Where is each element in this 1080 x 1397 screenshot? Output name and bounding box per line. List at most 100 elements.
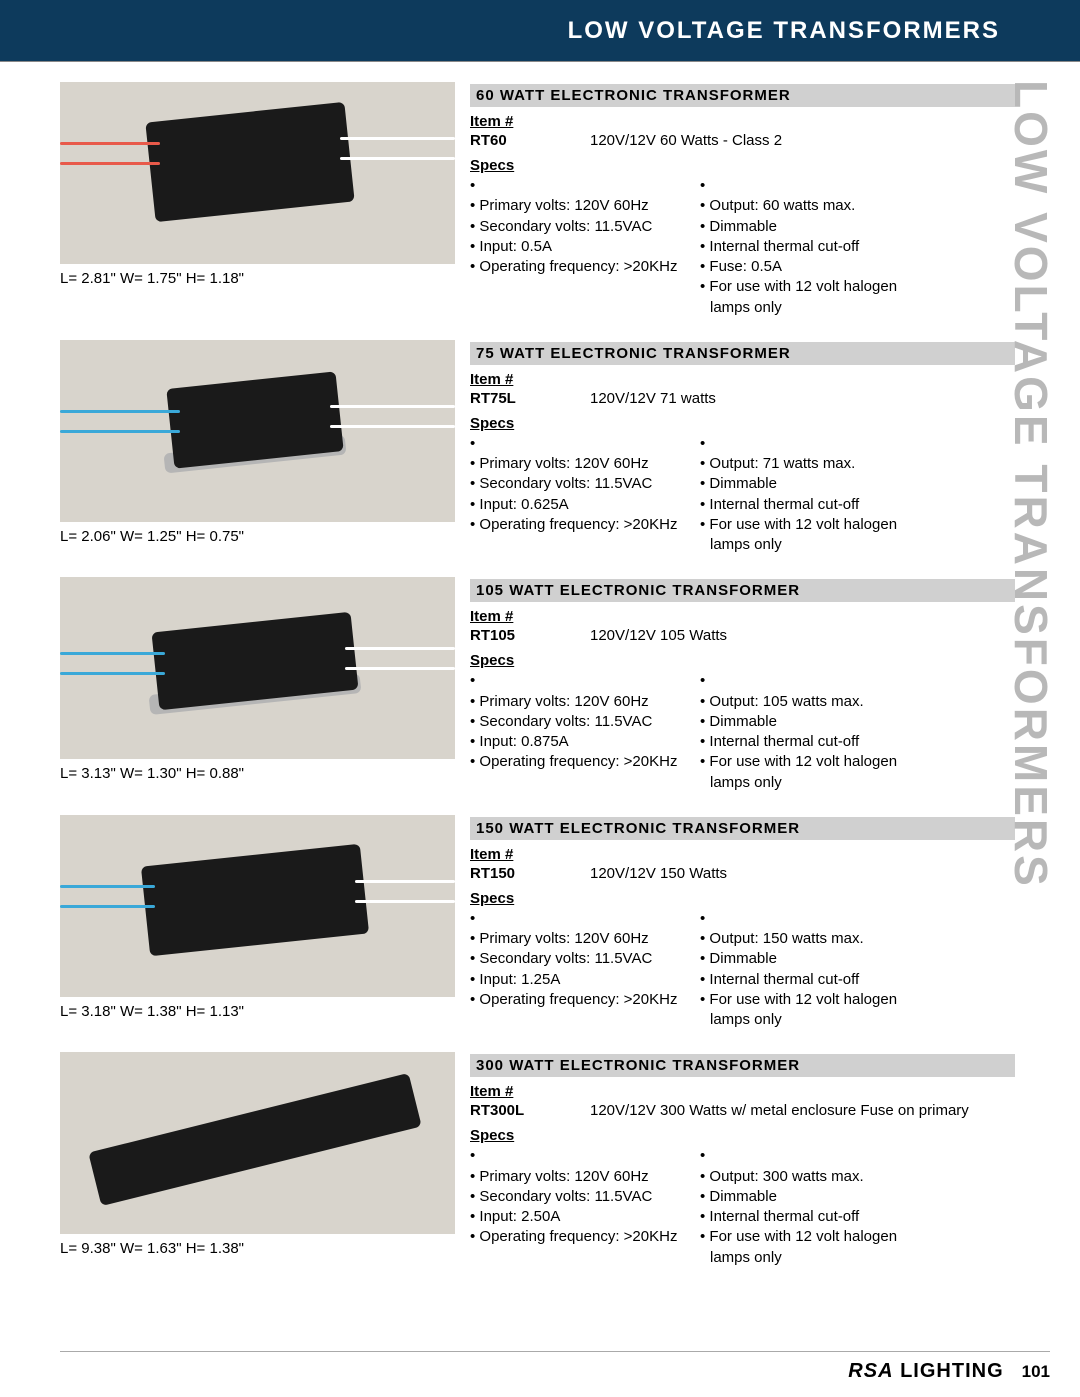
spec-item: Output: 300 watts max. [700,1167,1015,1187]
footer-brand-italic: RSA [848,1360,893,1382]
specs-label: Specs [470,415,1015,432]
product-dimensions: L= 3.18" W= 1.38" H= 1.13" [60,1003,440,1020]
product-dimensions: L= 2.06" W= 1.25" H= 0.75" [60,528,440,545]
item-description: 120V/12V 60 Watts - Class 2 [590,132,1015,149]
item-line: RT60120V/12V 60 Watts - Class 2 [470,132,1015,149]
item-code: RT300L [470,1102,590,1119]
spec-item: Primary volts: 120V 60Hz [470,1167,700,1187]
image-column: L= 2.81" W= 1.75" H= 1.18" [60,82,470,318]
spec-item: Operating frequency: >20KHz [470,1227,700,1247]
item-code: RT75L [470,390,590,407]
specs-column: 75 WATT ELECTRONIC TRANSFORMER Item # RT75… [470,340,1015,556]
item-description: 120V/12V 150 Watts [590,865,1015,882]
spec-item: Dimmable [700,712,1015,732]
product-dimensions: L= 3.13" W= 1.30" H= 0.88" [60,765,440,782]
product-row: L= 2.81" W= 1.75" H= 1.18"60 WATT ELECTR… [60,82,1015,318]
product-row: L= 9.38" W= 1.63" H= 1.38"300 WATT ELECT… [60,1052,1015,1268]
item-code: RT60 [470,132,590,149]
spec-item: Dimmable [700,1187,1015,1207]
product-title: 75 WATT ELECTRONIC TRANSFORMER [470,342,1015,365]
spec-item: Output: 71 watts max. [700,454,1015,474]
spec-item: Dimmable [700,949,1015,969]
spec-item: Internal thermal cut-off [700,732,1015,752]
spec-item: For use with 12 volt halogen [700,990,1015,1010]
spec-item: Secondary volts: 11.5VAC [470,949,700,969]
item-code: RT150 [470,865,590,882]
specs-right: Output: 71 watts max.DimmableInternal th… [700,434,1015,556]
spec-item: Operating frequency: >20KHz [470,752,700,772]
spec-item-continuation: lamps only [700,1248,1015,1268]
spec-item-continuation: lamps only [700,773,1015,793]
item-label: Item # [470,608,1015,625]
specs-right: Output: 150 watts max.DimmableInternal t… [700,909,1015,1031]
spec-item: Primary volts: 120V 60Hz [470,454,700,474]
item-line: RT75L120V/12V 71 watts [470,390,1015,407]
specs-left: Primary volts: 120V 60HzSecondary volts:… [470,671,700,793]
item-description: 120V/12V 105 Watts [590,627,1015,644]
spec-item: Secondary volts: 11.5VAC [470,712,700,732]
spec-item: For use with 12 volt halogen [700,277,1015,297]
spec-item: Operating frequency: >20KHz [470,515,700,535]
footer-brand-rest: LIGHTING [894,1360,1004,1382]
footer: RSA LIGHTING 101 [60,1351,1050,1383]
spec-item: Secondary volts: 11.5VAC [470,217,700,237]
spec-item: Internal thermal cut-off [700,970,1015,990]
image-column: L= 3.18" W= 1.38" H= 1.13" [60,815,470,1031]
item-label: Item # [470,371,1015,388]
spec-item: Secondary volts: 11.5VAC [470,1187,700,1207]
specs-column: 60 WATT ELECTRONIC TRANSFORMERItem #RT60… [470,82,1015,318]
item-label: Item # [470,1083,1015,1100]
specs-left: Primary volts: 120V 60HzSecondary volts:… [470,909,700,1031]
specs-label: Specs [470,157,1015,174]
spec-item: Output: 105 watts max. [700,692,1015,712]
spec-item: Input: 2.50A [470,1207,700,1227]
specs-grid: Primary volts: 120V 60HzSecondary volts:… [470,434,1015,556]
spec-item: Operating frequency: >20KHz [470,257,700,277]
product-image [60,815,455,997]
spec-item: Internal thermal cut-off [700,1207,1015,1227]
product-row: L= 3.13" W= 1.30" H= 0.88"105 WATT ELECT… [60,577,1015,793]
item-label: Item # [470,113,1015,130]
product-title: 300 WATT ELECTRONIC TRANSFORMER [470,1054,1015,1077]
product-image [60,577,455,759]
image-column: L= 2.06" W= 1.25" H= 0.75" [60,340,470,556]
product-image [60,82,455,264]
spec-item: Input: 0.625A [470,495,700,515]
spec-item: For use with 12 volt halogen [700,752,1015,772]
spec-item-continuation: lamps only [700,298,1015,318]
specs-label: Specs [470,890,1015,907]
spec-item: Output: 60 watts max. [700,196,1015,216]
item-line: RT150120V/12V 150 Watts [470,865,1015,882]
spec-item-continuation: lamps only [700,535,1015,555]
specs-right: Output: 300 watts max.DimmableInternal t… [700,1146,1015,1268]
product-row: L= 3.18" W= 1.38" H= 1.13"150 WATT ELECT… [60,815,1015,1031]
item-line: RT300L120V/12V 300 Watts w/ metal enclos… [470,1102,1015,1119]
specs-grid: Primary volts: 120V 60HzSecondary volts:… [470,671,1015,793]
item-code: RT105 [470,627,590,644]
footer-brand: RSA LIGHTING [848,1360,1003,1383]
item-description: 120V/12V 71 watts [590,390,1015,407]
spec-item: Input: 0.5A [470,237,700,257]
product-image [60,340,455,522]
specs-grid: Primary volts: 120V 60HzSecondary volts:… [470,909,1015,1031]
item-description: 120V/12V 300 Watts w/ metal enclosure Fu… [590,1102,1015,1119]
image-column: L= 3.13" W= 1.30" H= 0.88" [60,577,470,793]
content: L= 2.81" W= 1.75" H= 1.18"60 WATT ELECTR… [0,62,1080,1268]
spec-item: For use with 12 volt halogen [700,1227,1015,1247]
product-dimensions: L= 2.81" W= 1.75" H= 1.18" [60,270,440,287]
item-label: Item # [470,846,1015,863]
item-line: RT105120V/12V 105 Watts [470,627,1015,644]
footer-page-number: 101 [1022,1362,1050,1382]
product-image [60,1052,455,1234]
specs-label: Specs [470,1127,1015,1144]
specs-label: Specs [470,652,1015,669]
spec-item: Primary volts: 120V 60Hz [470,692,700,712]
spec-item: Primary volts: 120V 60Hz [470,929,700,949]
spec-item: Input: 1.25A [470,970,700,990]
spec-item: Primary volts: 120V 60Hz [470,196,700,216]
image-column: L= 9.38" W= 1.63" H= 1.38" [60,1052,470,1268]
spec-item: Internal thermal cut-off [700,237,1015,257]
spec-item: Internal thermal cut-off [700,495,1015,515]
product-row: L= 2.06" W= 1.25" H= 0.75" 75 WATT ELECTR… [60,340,1015,556]
spec-item: Dimmable [700,474,1015,494]
